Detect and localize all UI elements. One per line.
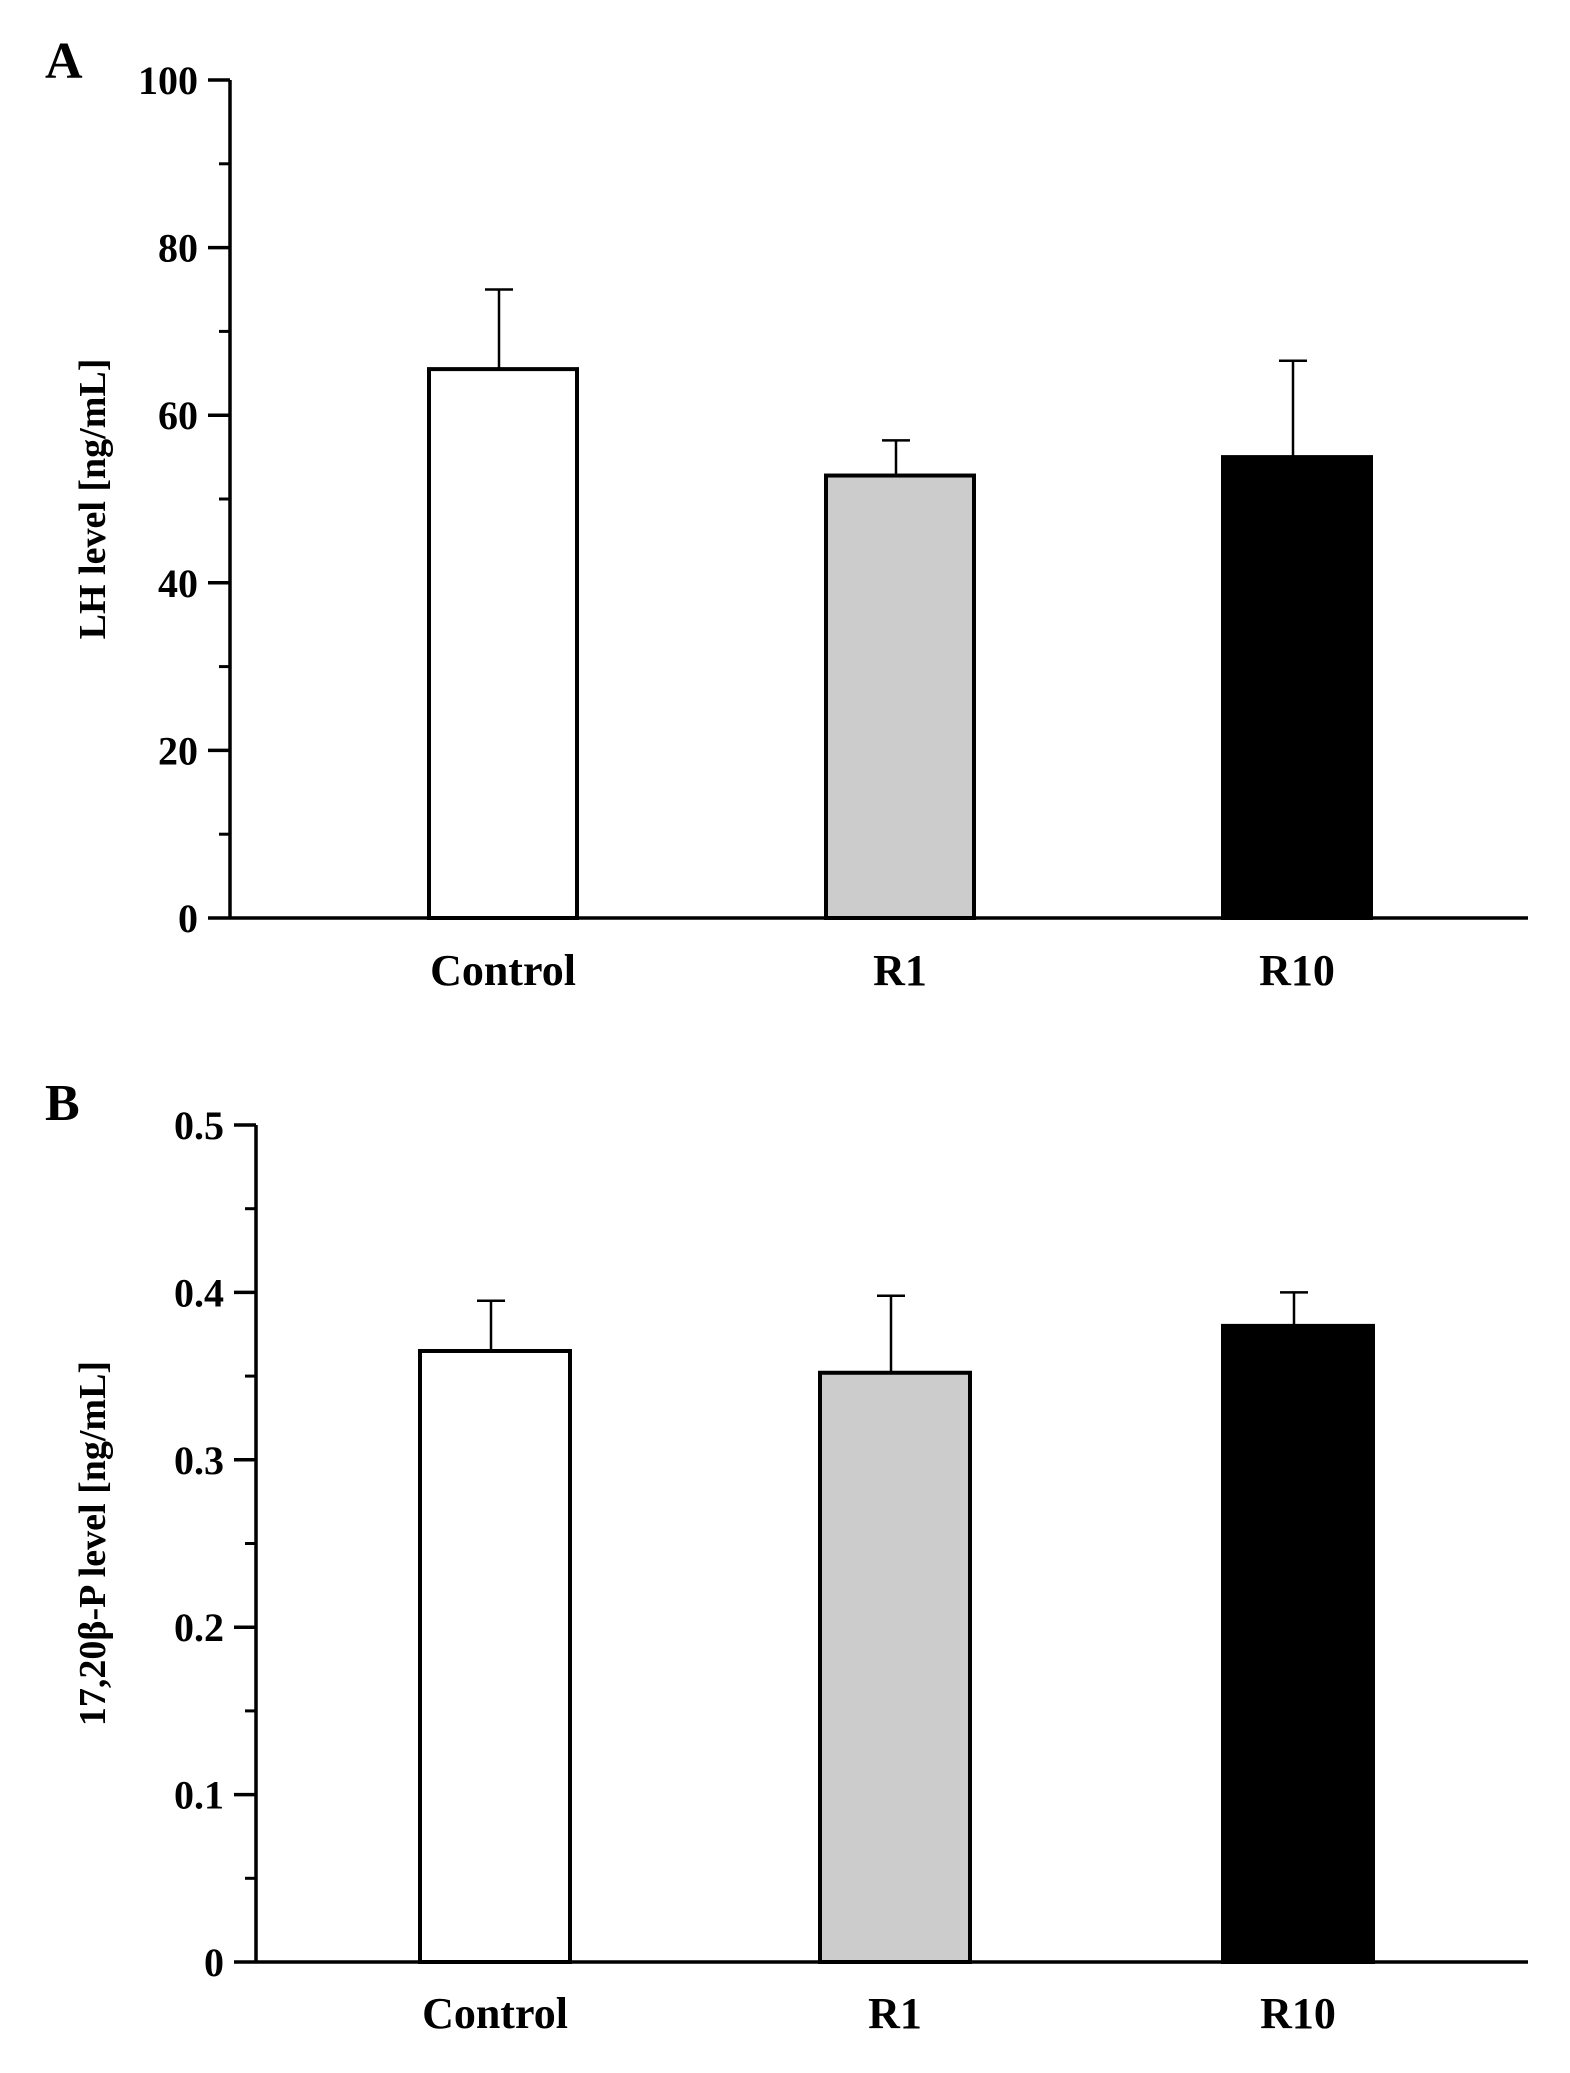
x-tick-label-r10: R10 [1259, 946, 1335, 995]
bar-r10 [1221, 1323, 1375, 1964]
y-tick-label: 0.3 [174, 1438, 224, 1483]
panel-label-b: B [45, 1075, 80, 1132]
y-tick-label: 20 [158, 728, 198, 773]
y-tick-label: 0 [178, 896, 198, 941]
y-tick-label: 0.5 [174, 1103, 224, 1148]
y-tick-label: 100 [138, 58, 198, 103]
y-axis-title: LH level [ng/mL] [72, 359, 114, 640]
bar-r1 [824, 473, 976, 920]
y-tick-label: 0.2 [174, 1605, 224, 1650]
bar-control [418, 1348, 572, 1964]
y-tick-label: 40 [158, 561, 198, 606]
x-tick-label-control: Control [422, 1989, 568, 2038]
chart-panel-b: B 0 0.1 0.2 0.3 0.4 0.5 17,20β-P level [ng/mL] C… [45, 1075, 1528, 2038]
bar-control [427, 367, 579, 920]
x-tick-label-r10: R10 [1260, 1989, 1336, 2038]
x-tick-label-control: Control [430, 946, 576, 995]
y-axis-title: 17,20β-P level [ng/mL] [72, 1361, 114, 1726]
bar-r1 [818, 1370, 972, 1964]
y-tick-label: 0.1 [174, 1773, 224, 1818]
y-tick-label: 80 [158, 226, 198, 271]
panel-label-a: A [45, 33, 83, 90]
chart-panel-a: A 0 20 40 60 80 100 LH level [ng/mL] Control R1 R1… [45, 33, 1528, 995]
y-tick-label: 0 [204, 1940, 224, 1985]
x-tick-label-r1: R1 [868, 1989, 922, 2038]
y-tick-label: 60 [158, 393, 198, 438]
y-tick-label: 0.4 [174, 1270, 224, 1315]
bar-r10 [1221, 455, 1373, 920]
x-tick-label-r1: R1 [873, 946, 927, 995]
